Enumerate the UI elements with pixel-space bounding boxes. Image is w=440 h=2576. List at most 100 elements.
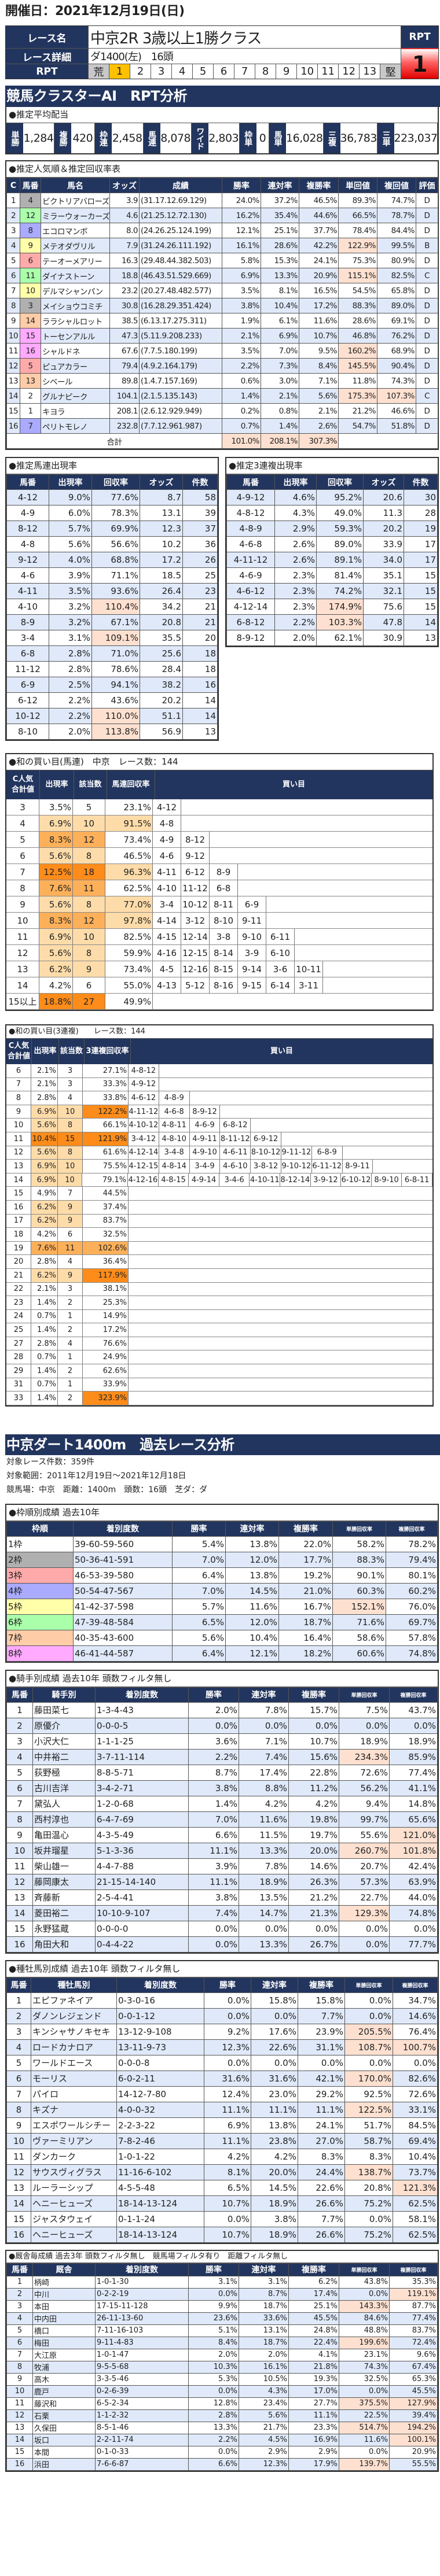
wa-roi: 121.9% (83, 1132, 129, 1146)
finish-record: 41-42-37-598 (73, 1598, 173, 1615)
win-rate: 0.0% (204, 2007, 251, 2024)
horse-number: 4 (6, 2312, 33, 2325)
finish-record: 1-3-4-43 (95, 1702, 189, 1718)
count: 17 (404, 552, 438, 568)
quinella-rate: 4.3% (239, 2385, 289, 2398)
combination: 8-9-11 (343, 1160, 373, 1173)
combination: 3-8 (210, 929, 238, 944)
count: 21 (182, 599, 218, 615)
horse-name: シベール (41, 373, 110, 389)
finish-record: 39-60-59-560 (73, 1536, 173, 1552)
column-header: 複勝回収率 (386, 1520, 438, 1537)
place-return: 35.3% (389, 2275, 438, 2289)
finish-record: 13-12-9-108 (116, 2023, 204, 2040)
popularity-rank: 5 (6, 253, 20, 268)
column-header: 回収率 (91, 474, 140, 490)
place-rate: 17.2% (299, 298, 339, 313)
quinella-rate: 4.2% (251, 2148, 298, 2165)
record: (2.1.5.135.143) (139, 388, 222, 404)
place-rate: 46.5% (299, 193, 339, 208)
trainer-name: 鹿戸 (32, 2385, 96, 2398)
column-header: 着別度数 (95, 1686, 189, 1703)
horse-number: 6 (6, 2336, 33, 2349)
table-row: 16 浜田 7-6-6-87 6.6% 12.3% 17.9% 139.7% 55.5% (6, 2457, 438, 2471)
trainer-name: 高木 (32, 2372, 96, 2386)
win-return: 145.5% (338, 358, 377, 374)
wa-sum: 33 (6, 1392, 31, 1405)
wa-rate: 5.6% (39, 945, 73, 961)
quinella-rate: 7.8% (239, 1702, 289, 1718)
wa-sum: 20 (6, 1255, 31, 1268)
combination: 4-16 (153, 945, 181, 961)
table-row: 15 ジャスタウェイ 0-1-1-24 0.0% 3.8% 7.7% 0.0% 58.1% (6, 2210, 438, 2227)
horse-number: 2 (6, 2007, 31, 2024)
place-return: 101.8% (389, 1842, 438, 1859)
win-return: 20.8% (344, 2179, 393, 2196)
return-rate: 174.9% (316, 599, 364, 615)
win-rate: 11.1% (188, 1842, 239, 1859)
frame: 4枠 (6, 1582, 74, 1599)
win-rate: 12.1% (222, 223, 261, 238)
sire-name: ワールドエース (31, 2054, 117, 2071)
quinella-rate: 17.4% (239, 1764, 289, 1781)
wa-roi: 75.5% (83, 1160, 129, 1173)
wa-sum: 19 (6, 1241, 31, 1255)
rpt-scale-cell: 1 (109, 64, 131, 79)
win-rate: 11.1% (204, 2101, 251, 2118)
place-rate: 27.7% (288, 2397, 339, 2410)
table-row: 31 0.7% 1 33.9% (6, 1378, 432, 1392)
win-return: 205.5% (344, 2023, 393, 2040)
win-return: 88.3% (332, 1551, 386, 1568)
win-rate: 2.2% (188, 2433, 239, 2446)
horse-name: ララシャルロット (41, 313, 110, 329)
place-return: 78.7% (377, 208, 416, 223)
finish-record: 47-39-48-584 (73, 1614, 173, 1630)
table-row: 7枠 40-35-43-600 5.6% 10.4% 16.4% 58.6% 57.8% (6, 1629, 438, 1646)
horse-number: 11 (6, 2397, 33, 2410)
wa-count: 8 (58, 1146, 83, 1160)
wa-count: 15 (58, 1132, 83, 1146)
quinella-rate: 0.0% (239, 1717, 289, 1734)
finish-record: 0-1-1-24 (116, 2210, 204, 2227)
wa-sum: 6 (6, 1064, 31, 1077)
quinella-rate: 8.7% (239, 2287, 289, 2301)
wa-rate: 18.8% (39, 994, 73, 1009)
return-rate: 113.8% (91, 724, 140, 740)
place-rate: 7.7% (298, 2210, 345, 2227)
quinella-rate: 18.9% (251, 2226, 298, 2243)
quinella-rate: 31.6% (251, 2070, 298, 2087)
wa-roi: 97.8% (105, 913, 153, 928)
win-rate: 4.2% (204, 2148, 251, 2165)
wa-count: 10 (57, 1173, 83, 1187)
wa-rate: 4.2% (39, 977, 73, 993)
wa-count: 11 (58, 1241, 83, 1255)
finish-record: 4-0-0-32 (116, 2101, 204, 2118)
finish-record: 1-1-2-32 (95, 2409, 189, 2422)
combination: 4-5 (153, 961, 181, 977)
combination: 4-10 (153, 880, 181, 896)
place-return: 82.6% (393, 2070, 438, 2087)
finish-record: 14-12-7-80 (116, 2086, 204, 2102)
wa-count: 12 (73, 913, 105, 928)
odds: 56.9 (140, 724, 183, 740)
wa-roi: 32.5% (83, 1228, 129, 1241)
column-header: C人気 合計値 (6, 770, 40, 799)
place-return: 45.5% (389, 2385, 438, 2398)
win-rate: 6.5% (204, 2179, 251, 2196)
horse-number: 2 (20, 388, 41, 404)
jockey-name: 中井裕二 (32, 1748, 96, 1765)
wa-sum: 9 (6, 896, 39, 912)
wa-sanrenpuku-title: ●和の買い目(3連複) レース数：144 (6, 1025, 432, 1039)
combination: 3-8-12 (251, 1160, 281, 1173)
wa-roi: 102.6% (83, 1241, 129, 1255)
wa-rate: 1.4% (31, 1323, 58, 1337)
horse-number: 8 (6, 2360, 33, 2374)
odds: 30.8 (109, 298, 140, 313)
quinella-rate: 16.1% (239, 2360, 289, 2374)
sire-name: パイロ (31, 2086, 117, 2102)
payout-row: 単勝 1,284 複勝 420 枠連 2,458 馬連 8,078 ワイド 2,803 枠単 0 馬単 1… (6, 123, 438, 153)
combination: 4-14 (153, 913, 181, 928)
record: (7.7.5.180.199) (139, 343, 222, 359)
grade: D (416, 193, 438, 208)
horse-name: メテオダヴリル (41, 238, 110, 253)
